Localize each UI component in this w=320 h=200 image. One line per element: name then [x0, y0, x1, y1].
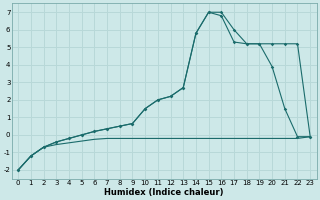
X-axis label: Humidex (Indice chaleur): Humidex (Indice chaleur) — [104, 188, 224, 197]
